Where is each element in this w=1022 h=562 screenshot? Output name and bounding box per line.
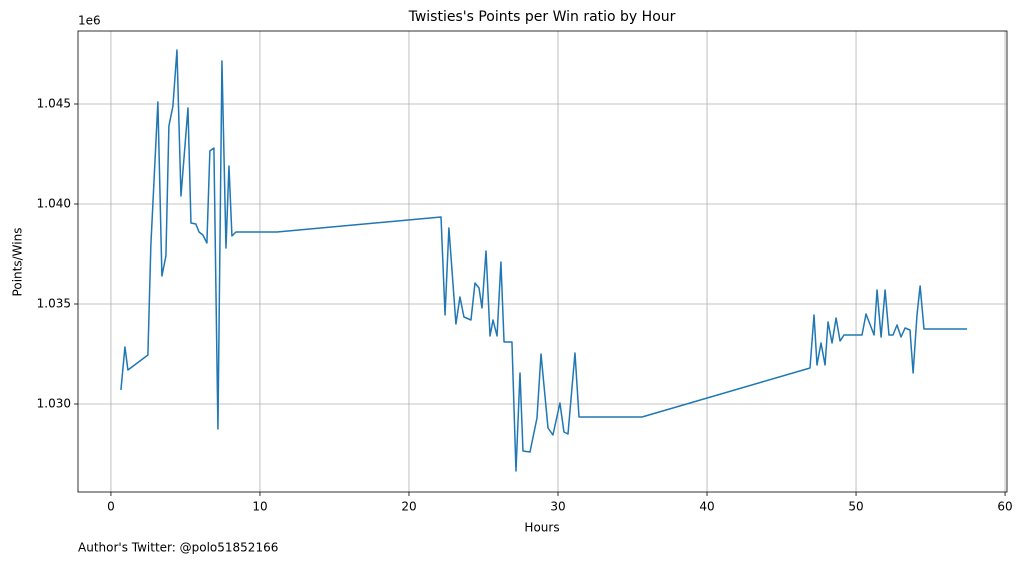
data-line [120, 49, 968, 472]
plot-frame [77, 30, 1008, 493]
y-tick-label: 1.035 [37, 297, 71, 311]
y-tick-label: 1.045 [37, 97, 71, 111]
x-tick-label: 40 [699, 500, 714, 514]
y-offset-label: 1e6 [78, 14, 101, 28]
y-tick-label: 1.030 [37, 397, 71, 411]
x-tick-label: 50 [848, 500, 863, 514]
footnote: Author's Twitter: @polo51852166 [78, 541, 278, 555]
x-tick-label: 20 [401, 500, 416, 514]
y-axis-label: Points/Wins [11, 228, 25, 297]
x-tick-label: 10 [252, 500, 267, 514]
x-tick-label: 0 [107, 500, 115, 514]
chart-title: Twisties's Points per Win ratio by Hour [408, 9, 676, 25]
x-tick-label: 30 [550, 500, 565, 514]
x-tick-label: 60 [997, 500, 1012, 514]
y-tick-label: 1.040 [37, 197, 71, 211]
x-axis-label: Hours [524, 521, 559, 535]
